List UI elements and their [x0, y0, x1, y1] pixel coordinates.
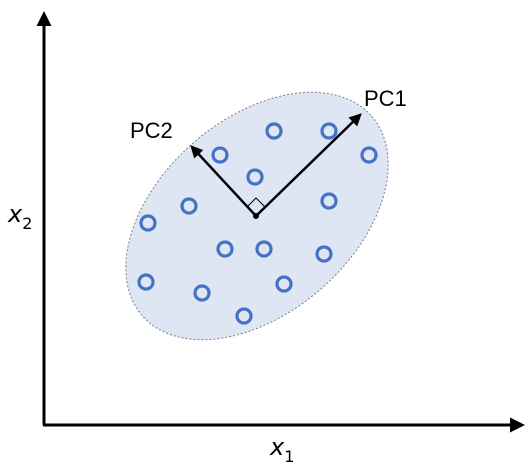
y-axis-symbol: x [7, 200, 23, 228]
point [193, 284, 211, 302]
data-points [137, 122, 378, 325]
pc2-label: PC2 [130, 118, 173, 143]
pc1-label: PC1 [364, 86, 407, 111]
x-axis-label: x1 [269, 433, 294, 466]
point [320, 192, 338, 210]
x-axis-symbol: x [269, 433, 285, 461]
point [211, 146, 229, 164]
point [235, 307, 253, 325]
point [360, 146, 378, 164]
center-dot [253, 213, 259, 219]
pc2-arrow [190, 145, 257, 217]
point [139, 214, 157, 232]
point [137, 273, 155, 291]
y-axis-subscript: 2 [22, 214, 32, 233]
right-angle-marker [246, 197, 266, 217]
pc1-arrow [255, 113, 362, 217]
point [216, 240, 234, 258]
point [265, 122, 283, 140]
x-axis-subscript: 1 [284, 447, 294, 466]
point [246, 168, 264, 186]
point [320, 122, 338, 140]
y-axis-label: x2 [7, 200, 32, 233]
point [180, 197, 198, 215]
point [275, 275, 293, 293]
point [255, 240, 273, 258]
point [315, 245, 333, 263]
